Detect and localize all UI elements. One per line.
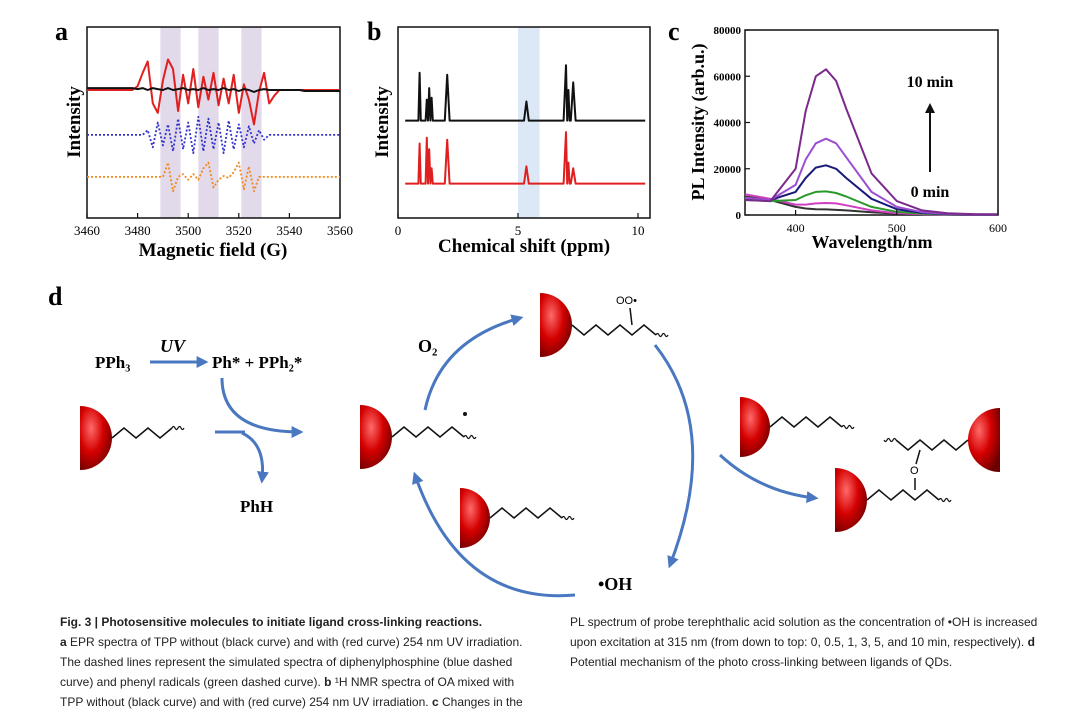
caption-text: Changes in the PL spectrum of probe tere… <box>441 615 1038 709</box>
arrows <box>150 314 819 598</box>
x-tick-label: 5 <box>515 223 522 238</box>
caption-label: d <box>1027 635 1035 649</box>
chain-end <box>938 497 952 503</box>
series-line <box>87 161 340 193</box>
x-tick-label: 3520 <box>226 223 252 238</box>
series-line <box>405 64 646 122</box>
reagent: PPh₃ <box>95 353 130 372</box>
caption-text: EPR spectra of TPP without (black curve)… <box>60 635 523 689</box>
chain-end <box>655 332 669 338</box>
caption-label: c <box>431 695 439 709</box>
annotation: 10 min <box>907 74 954 91</box>
plot-frame <box>397 26 651 219</box>
annotation: 0 min <box>911 184 950 201</box>
byproduct: PhH <box>240 497 273 516</box>
arrow <box>220 377 304 438</box>
series-line <box>744 68 999 216</box>
chain-end <box>171 425 185 431</box>
chain-end <box>463 434 477 440</box>
y-axis-label: PL Intensity (arb.u.) <box>688 43 709 200</box>
caption-label: b <box>324 675 332 689</box>
quantum-dot <box>80 406 112 470</box>
chain-end <box>841 424 855 430</box>
plot-frame <box>744 29 999 216</box>
ligand-chain <box>111 427 173 439</box>
y-tick-label: 40000 <box>714 118 742 130</box>
ether-label: O <box>910 465 919 477</box>
quantum-dot <box>835 468 867 532</box>
x-tick-label: 3460 <box>74 223 100 238</box>
plot-frame <box>86 26 341 219</box>
arrow <box>653 344 695 569</box>
x-tick-label: 3560 <box>327 223 353 238</box>
series-line <box>87 87 340 93</box>
highlight-band <box>518 27 540 218</box>
quantum-dot <box>540 293 572 357</box>
radical-dot <box>463 412 467 416</box>
x-tick-label: 0 <box>395 223 402 238</box>
y-axis-label: Intensity <box>64 86 85 158</box>
y-tick-label: 80000 <box>714 25 742 37</box>
x-tick-label: 500 <box>888 221 906 235</box>
caption-text: ¹H NMR spectra of OA mixed with TPP with… <box>60 675 515 709</box>
figure: a b c d PPh₃ UV Ph* + PPh₂* PhH O₂ •OH O… <box>48 17 1007 598</box>
chain-end <box>883 437 897 443</box>
caption-label: a <box>60 635 67 649</box>
caption: Fig. 3 | Photosensitive molecules to ini… <box>60 612 1050 712</box>
highlight-band <box>241 27 262 218</box>
ligand-chain <box>489 507 563 519</box>
caption-title: Fig. 3 | Photosensitive molecules to ini… <box>60 615 483 629</box>
x-tick-label: 3500 <box>175 223 201 238</box>
y-tick-label: 60000 <box>714 71 742 83</box>
panel-label: c <box>668 17 680 46</box>
caption-text: Potential mechanism of the photo cross-l… <box>570 655 953 669</box>
x-axis-label: Chemical shift (ppm) <box>438 236 610 257</box>
x-tick-label: 600 <box>989 221 1007 235</box>
bond <box>629 307 633 326</box>
peroxy-label: OO• <box>616 295 637 307</box>
chain-end <box>561 515 575 521</box>
arrow <box>241 431 269 484</box>
arrow <box>423 314 524 411</box>
quantum-dot <box>968 408 1000 472</box>
condition: UV <box>160 336 187 356</box>
series-line <box>87 115 340 154</box>
x-axis-label: Wavelength/nm <box>811 232 932 252</box>
oxygen: O₂ <box>418 336 437 356</box>
quantum-dot <box>460 488 490 548</box>
arrow <box>412 471 576 598</box>
x-tick-label: 400 <box>787 221 805 235</box>
ligand-chain <box>895 439 969 451</box>
series-line <box>405 131 646 185</box>
panel-label: d <box>48 282 63 311</box>
highlight-band <box>160 27 181 218</box>
x-tick-label: 3480 <box>125 223 151 238</box>
y-axis-label: Intensity <box>372 86 393 158</box>
x-tick-label: 3540 <box>276 223 302 238</box>
y-tick-label: 0 <box>736 210 742 222</box>
x-axis-label: Magnetic field (G) <box>139 240 288 261</box>
x-tick-label: 10 <box>632 223 645 238</box>
panel-label: a <box>55 17 68 46</box>
products: Ph* + PPh₂* <box>212 353 302 372</box>
y-tick-label: 20000 <box>714 164 742 176</box>
arrow <box>718 453 819 504</box>
ligand-chain <box>866 489 940 501</box>
quantum-dot <box>740 397 770 457</box>
ligand-chain <box>391 426 465 438</box>
panel-label: b <box>367 17 381 46</box>
bond <box>915 449 921 465</box>
ligand-chain <box>571 324 657 336</box>
ligand-chain <box>769 416 843 428</box>
quantum-dot <box>360 405 392 469</box>
hydroxyl: •OH <box>598 574 632 594</box>
